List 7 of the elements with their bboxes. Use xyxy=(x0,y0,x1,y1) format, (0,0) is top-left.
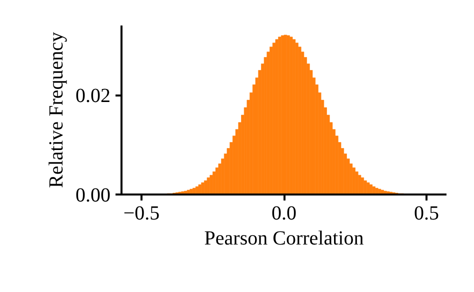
x-tick-label: 0.5 xyxy=(414,202,440,224)
y-tick-label: 0.02 xyxy=(76,85,110,108)
x-axis-title: Pearson Correlation xyxy=(204,228,364,250)
x-tick-label: 0.0 xyxy=(272,202,296,224)
y-axis-title: Relative Frequency xyxy=(46,32,68,188)
x-tick-label: −0.5 xyxy=(123,202,160,224)
y-tick-label: 0.00 xyxy=(76,184,110,206)
